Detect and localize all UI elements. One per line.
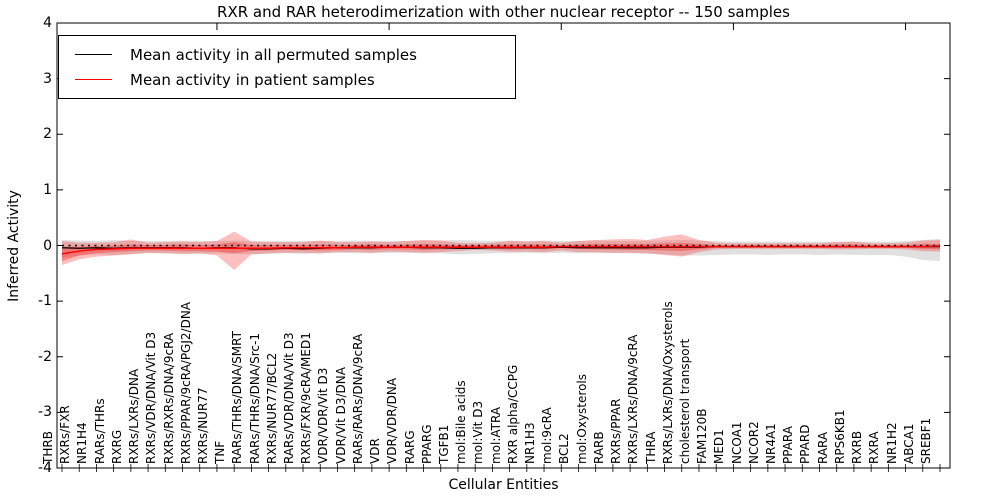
x-tick-label: PPARA [781,426,796,464]
x-tick-label: NR1H4 [75,422,90,464]
x-tick-label: BCL2 [557,433,572,464]
chart-title: RXR and RAR heterodimerization with othe… [217,3,790,21]
x-tick-label: NCOA1 [729,421,744,464]
x-tick-label: RXR alpha/CCPG [505,364,520,464]
x-tick-label: RXRG [109,429,124,464]
x-tick-label: RARs/VDR/DNA/Vit D3 [282,332,297,464]
x-tick-label: RARG [402,430,417,464]
x-tick-label: NR4A1 [764,423,779,464]
x-tick-label: RXRs/VDR/DNA/Vit D3 [144,331,159,464]
x-tick-label: RXRs/FXR [58,405,73,464]
x-tick-label: VDR [368,438,383,464]
legend-box: Mean activity in all permuted samples Me… [58,35,516,99]
x-tick-label: NR1H2 [884,422,899,464]
x-axis-label: Cellular Entities [448,477,559,493]
x-tick-label: FAM120B [695,408,710,465]
y-tick-label: -3 [38,404,52,421]
y-tick-label: 0 [43,237,52,254]
x-tick-label: THRB [41,431,55,464]
x-tick-label: RPS6KB1 [832,409,847,464]
x-tick-label: RARs/THRs/DNA/Src-1 [247,333,262,464]
x-tick-label: RXRs/LXRs/DNA/9cRA [626,334,641,465]
x-tick-label: PPARG [419,424,434,464]
legend-item-permuted: Mean activity in all permuted samples [75,46,515,64]
x-tick-label: VDR/VDR/Vit D3 [316,367,331,464]
x-tick-label: MED1 [712,429,727,464]
y-tick-label: 4 [43,15,52,31]
permuted-line-sample [75,54,112,55]
x-tick-label: NR1H3 [523,422,538,464]
y-tick-label: 1 [43,181,52,198]
x-tick-label: RARs/THRs/DNA/SMRT [230,331,245,464]
x-tick-label: RXRs/FXR/9cRA/MED1 [299,332,314,464]
x-tick-label: RXRs/RXRs/DNA/9cRA [161,332,176,464]
x-tick-label: RXRs/LXRs/DNA/Oxysterols [660,301,675,464]
x-tick-label: NCOR2 [746,421,761,464]
x-tick-label: RARs/THRs [92,398,107,464]
x-tick-label: mol:9cRA [540,407,555,464]
x-tick-label: cholesterol transport [677,338,692,464]
x-tick-label: RXRs/PPAR/9cRA/PGJ2/DNA [178,302,193,464]
x-tick-label: RXRA [867,431,882,464]
x-tick-label: ABCA1 [901,423,916,464]
x-tick-label: RXRs/NUR77/BCL2 [264,352,279,464]
y-tick-label: -4 [38,460,52,476]
y-tick-label: -1 [38,293,52,310]
y-tick-label: -2 [38,348,52,365]
y-tick-label: 3 [43,70,52,87]
x-tick-label: SREBF1 [919,417,933,464]
patient-band-outer [62,231,940,270]
legend-label-permuted: Mean activity in all permuted samples [130,45,417,64]
x-tick-label: RXRs/LXRs/DNA [127,368,142,464]
legend-item-patient: Mean activity in patient samples [75,71,515,89]
y-tick-label: 2 [43,126,52,143]
x-tick-label: RARA [815,431,830,464]
x-tick-label: RXRB [850,430,865,464]
patient-mean-line [61,245,941,255]
legend-label-patient: Mean activity in patient samples [130,70,375,89]
x-tick-label: mol:Vit D3 [471,400,486,464]
x-tick-label: TNF [213,440,228,464]
x-tick-label: VDR/VDR/DNA [385,377,400,464]
x-tick-label: RARs/RARs/DNA/9cRA [350,333,365,464]
x-tick-label: PPARD [798,424,813,465]
x-tick-label: TGFB1 [436,424,451,464]
permuted-band [62,238,940,262]
patient-line-sample [75,79,112,80]
x-tick-label: mol:Oxysterols [574,374,589,464]
x-tick-label: RARB [591,431,606,464]
x-tick-label: RXRs/PPAR [609,398,624,464]
x-tick-label: THRA [643,431,658,464]
x-tick-label: VDR/Vit D3/DNA [333,367,348,464]
x-tick-label: RXRs/NUR77 [195,387,210,464]
x-tick-label: mol:Bile acids [454,380,469,464]
x-tick-label: mol:ATRA [488,406,503,464]
